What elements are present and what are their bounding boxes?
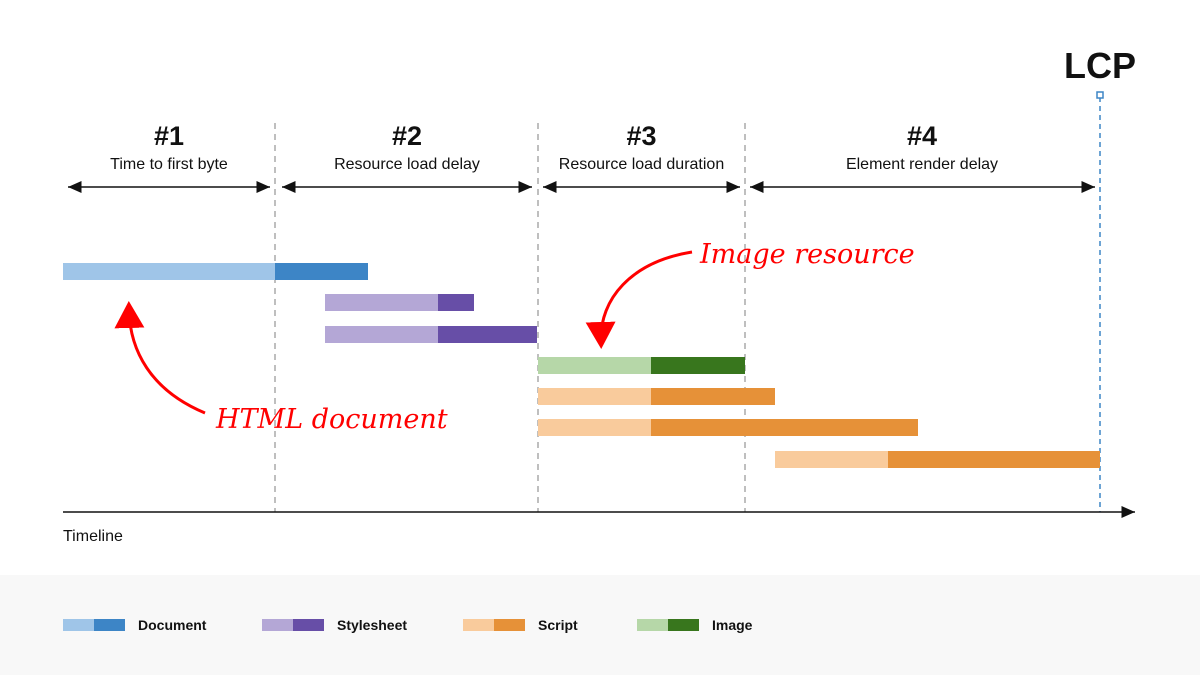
html-document-annotation: HTML document: [215, 404, 448, 435]
legend-label: Document: [138, 617, 207, 633]
phase-label: Resource load delay: [334, 156, 480, 173]
legend-swatch-light: [637, 619, 668, 631]
legend-label: Stylesheet: [337, 617, 407, 633]
image-annotation-arrow: [585, 250, 693, 349]
document-download-segment: [275, 263, 368, 280]
image-wait-segment: [538, 357, 651, 374]
legend-label: Script: [538, 617, 578, 633]
legend-label: Image: [712, 617, 753, 633]
phase-label: Time to first byte: [110, 156, 228, 173]
stylesheet-download-segment: [438, 326, 537, 343]
lcp-label: LCP: [1064, 45, 1136, 86]
legend-swatch-dark: [94, 619, 125, 631]
document-wait-segment: [63, 263, 275, 280]
stylesheet-wait-segment: [325, 326, 438, 343]
legend-swatch-dark: [668, 619, 699, 631]
legend-item-stylesheet: Stylesheet: [262, 617, 407, 633]
phase-number: #2: [392, 121, 422, 151]
script-request-bar: [775, 451, 1100, 468]
legend-swatch-light: [262, 619, 293, 631]
html-annotation-arrow: [114, 301, 206, 415]
image-download-segment: [651, 357, 745, 374]
lcp-marker-icon: [1096, 91, 1104, 99]
phase-label: Element render delay: [846, 156, 998, 173]
legend-swatch-light: [63, 619, 94, 631]
script-request-bar: [538, 388, 775, 405]
legend-area: [0, 575, 1200, 675]
script-download-segment: [651, 419, 918, 436]
script-wait-segment: [538, 419, 651, 436]
phase-number: #1: [154, 121, 184, 151]
stylesheet-request-bar: [325, 326, 537, 343]
document-request-bar: [63, 263, 368, 280]
legend-item-document: Document: [63, 617, 207, 633]
stylesheet-download-segment: [438, 294, 474, 311]
phase-label: Resource load duration: [559, 156, 724, 173]
script-wait-segment: [538, 388, 651, 405]
timeline-label: Timeline: [63, 528, 123, 545]
stylesheet-request-bar: [325, 294, 474, 311]
image-resource-annotation: Image resource: [699, 239, 915, 270]
image-request-bar: [538, 357, 745, 374]
legend-swatch-dark: [293, 619, 324, 631]
script-download-segment: [888, 451, 1100, 468]
script-download-segment: [651, 388, 775, 405]
stylesheet-wait-segment: [325, 294, 438, 311]
script-request-bar: [538, 419, 918, 436]
script-wait-segment: [775, 451, 888, 468]
legend-item-script: Script: [463, 617, 578, 633]
legend-swatch-light: [463, 619, 494, 631]
phase-number: #3: [626, 121, 656, 151]
legend-swatch-dark: [494, 619, 525, 631]
phase-number: #4: [907, 121, 937, 151]
legend-item-image: Image: [637, 617, 753, 633]
